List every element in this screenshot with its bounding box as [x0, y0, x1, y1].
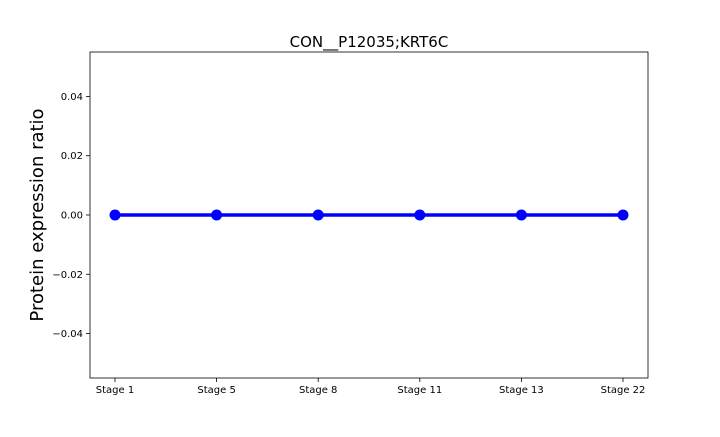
y-tick-label: 0.00 — [61, 211, 83, 222]
y-tick-label: −0.04 — [52, 329, 83, 340]
y-axis-label: Protein expression ratio — [27, 108, 48, 321]
x-axis-ticks: Stage 1 Stage 5 Stage 8 Stage 11 Stage 13 Sta… — [96, 378, 646, 396]
y-tick-label: 0.02 — [61, 151, 83, 162]
y-tick-label: −0.02 — [52, 270, 83, 281]
data-point — [414, 209, 426, 221]
chart-title: CON__P12035;KRT6C — [290, 33, 449, 52]
data-point — [211, 209, 223, 221]
data-point — [109, 209, 121, 221]
x-tick-label: Stage 13 — [499, 385, 544, 396]
data-point — [312, 209, 324, 221]
x-tick-label: Stage 1 — [96, 385, 134, 396]
data-point — [617, 209, 629, 221]
x-tick-label: Stage 22 — [601, 385, 646, 396]
x-tick-label: Stage 8 — [299, 385, 337, 396]
x-tick-label: Stage 5 — [197, 385, 235, 396]
x-tick-label: Stage 11 — [397, 385, 442, 396]
y-tick-label: 0.04 — [61, 92, 83, 103]
series-group — [109, 209, 629, 221]
y-axis-ticks: −0.04 −0.02 0.00 0.02 0.04 — [52, 92, 90, 340]
data-point — [515, 209, 527, 221]
